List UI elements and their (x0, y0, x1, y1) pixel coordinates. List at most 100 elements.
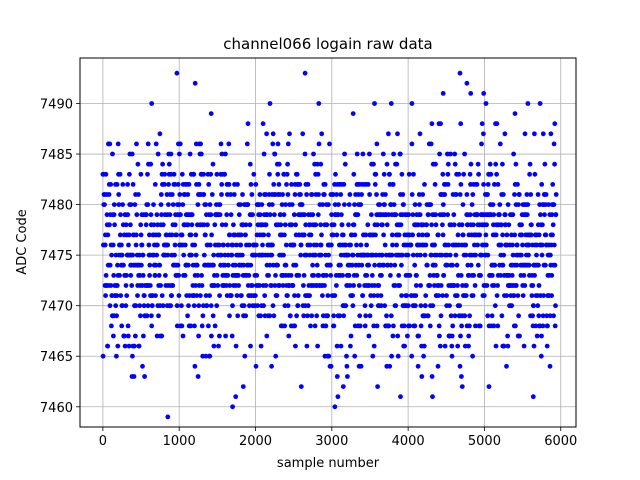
data-point (111, 212, 117, 218)
data-point (283, 242, 289, 248)
data-point (144, 313, 150, 319)
data-point (476, 171, 481, 177)
data-point (398, 394, 403, 400)
data-point (517, 333, 522, 339)
data-point (342, 161, 348, 167)
data-point (427, 273, 433, 278)
data-point (217, 212, 223, 218)
data-point (395, 353, 401, 359)
data-point (130, 182, 136, 187)
data-point (364, 242, 369, 248)
data-point (176, 293, 182, 298)
data-point (311, 273, 317, 278)
data-point (433, 161, 438, 167)
data-point (379, 273, 384, 278)
x-tick-label: 5000 (468, 434, 501, 449)
data-point (155, 242, 160, 248)
data-point (367, 192, 372, 197)
data-point (389, 353, 394, 359)
data-point (177, 151, 182, 157)
data-point (225, 242, 231, 248)
data-point (244, 141, 250, 147)
data-point (512, 232, 518, 238)
data-point (387, 363, 393, 369)
data-point (151, 222, 157, 228)
data-point (175, 182, 181, 187)
data-point (392, 262, 398, 268)
data-point (338, 262, 343, 268)
data-point (397, 151, 403, 157)
data-point (334, 283, 339, 288)
data-point (418, 323, 424, 329)
data-point (195, 374, 201, 379)
data-point (261, 151, 267, 157)
data-point (334, 374, 340, 379)
data-point (504, 232, 510, 238)
data-point (372, 101, 377, 106)
data-point (199, 283, 205, 288)
data-point (495, 323, 501, 329)
data-point (505, 343, 511, 349)
data-point (271, 182, 277, 187)
data-point (114, 283, 120, 288)
data-point (423, 242, 429, 248)
data-point (143, 222, 149, 228)
data-point (257, 212, 263, 218)
data-point (351, 222, 357, 228)
data-point (343, 303, 349, 309)
data-point (500, 262, 506, 268)
data-point (189, 222, 195, 228)
data-point (201, 171, 207, 177)
data-point (433, 222, 439, 228)
data-point (179, 232, 185, 238)
data-point (393, 212, 399, 218)
data-point (405, 252, 411, 258)
data-point (121, 262, 126, 268)
data-point (490, 202, 496, 208)
data-point (305, 313, 310, 319)
data-point (319, 131, 325, 137)
data-point (433, 212, 439, 218)
data-point (179, 171, 185, 177)
data-point (107, 262, 113, 268)
data-point (541, 293, 546, 298)
data-point (149, 313, 154, 319)
data-point (417, 202, 422, 208)
data-point (382, 242, 388, 248)
data-point (145, 171, 150, 177)
data-point (346, 222, 351, 228)
data-point (475, 262, 481, 268)
data-point (275, 141, 281, 147)
data-point (326, 252, 331, 258)
data-point (131, 374, 137, 379)
data-point (330, 192, 336, 197)
data-point (500, 192, 506, 197)
data-point (115, 343, 121, 349)
data-point (396, 232, 402, 238)
data-point (448, 151, 453, 157)
data-point (258, 343, 264, 349)
data-point (136, 343, 142, 349)
data-point (259, 202, 265, 208)
data-point (345, 374, 350, 379)
data-point (245, 202, 251, 208)
data-point (138, 232, 144, 238)
data-point (209, 192, 215, 197)
data-point (245, 121, 251, 127)
data-point (156, 313, 161, 319)
data-point (156, 273, 162, 278)
data-point (310, 212, 316, 218)
data-point (466, 343, 471, 349)
data-point (338, 343, 344, 349)
data-point (151, 202, 156, 208)
data-point (315, 161, 320, 167)
data-point (470, 293, 476, 298)
data-point (453, 252, 459, 258)
data-point (253, 182, 259, 187)
data-point (397, 283, 402, 288)
data-point (240, 384, 246, 389)
data-point (395, 333, 401, 339)
data-point (424, 262, 430, 268)
data-point (450, 262, 455, 268)
data-point (114, 353, 119, 359)
